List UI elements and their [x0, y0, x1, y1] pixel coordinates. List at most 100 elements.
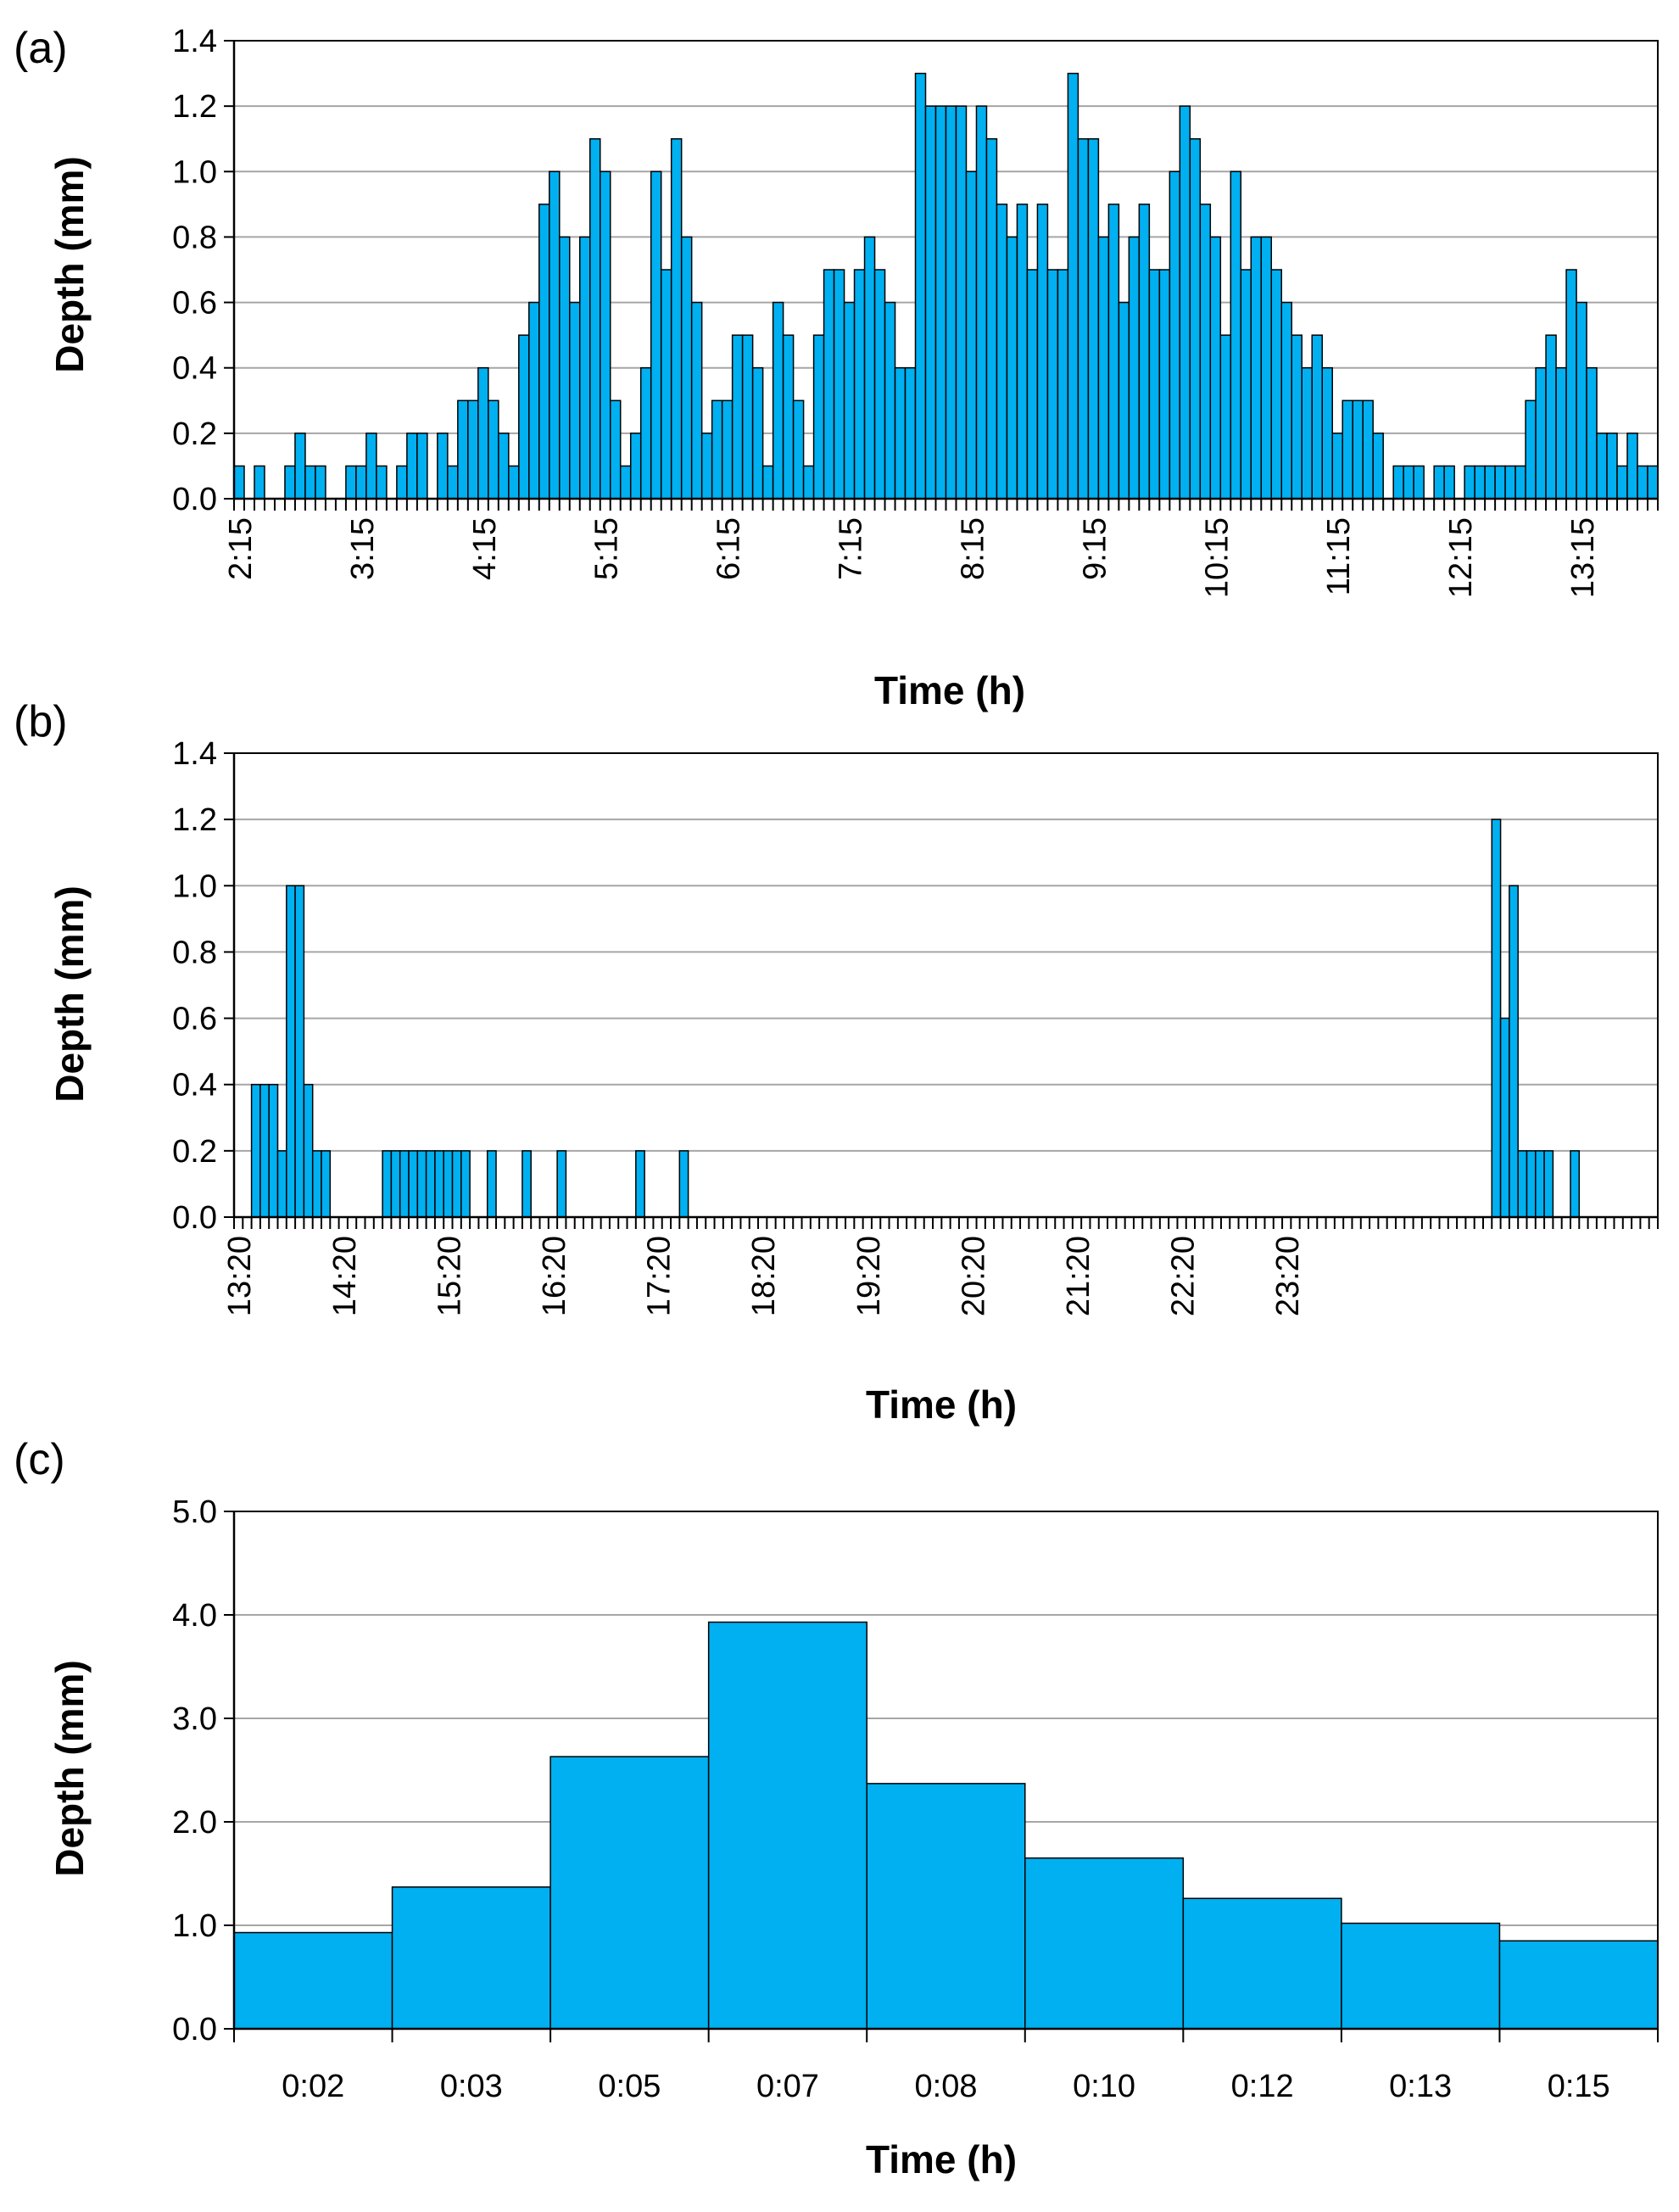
- bar-b-145: [1499, 1017, 1510, 1218]
- y-tick-label-c-4: 4.0: [172, 1598, 217, 1634]
- y-tick-label-c-3: 3.0: [172, 1701, 217, 1737]
- bar-a-69: [934, 105, 947, 500]
- bar-b-149: [1535, 1150, 1545, 1218]
- bar-a-22: [457, 399, 469, 500]
- bar-a-138: [1637, 465, 1648, 500]
- bar-a-63: [873, 269, 886, 500]
- bar-a-16: [396, 465, 408, 500]
- bar-b-144: [1491, 818, 1502, 1218]
- bar-a-84: [1087, 137, 1100, 500]
- bar-a-135: [1606, 433, 1618, 500]
- x-tick-label-a-8: 10:15: [1199, 517, 1235, 598]
- bar-a-129: [1545, 334, 1557, 500]
- bar-a-123: [1484, 465, 1496, 500]
- x-tick-label-b-4: 17:20: [642, 1236, 678, 1316]
- y-tick-label-b-4: 0.8: [172, 935, 217, 970]
- bar-a-55: [792, 399, 805, 500]
- bar-a-14: [376, 465, 388, 500]
- panel-c: (c) 0.0 1.0 2.0 3.0 4.0 5.0 0:02 0:03 0:05 0:07 0…: [14, 1435, 1659, 2181]
- x-tick-label-b-0: 13:20: [222, 1236, 258, 1316]
- bar-a-119: [1443, 465, 1455, 500]
- bar-a-44: [680, 236, 693, 500]
- bar-a-34: [579, 236, 591, 500]
- bar-b-37: [556, 1150, 567, 1218]
- panel-a-label: (a): [14, 24, 68, 73]
- x-tick-label-b-2: 15:20: [432, 1236, 467, 1316]
- y-tick-label-a-4: 0.8: [172, 220, 217, 255]
- x-tick-label-a-10: 12:15: [1443, 517, 1479, 598]
- bar-a-116: [1413, 465, 1425, 500]
- bar-a-115: [1403, 465, 1414, 500]
- bar-c-6: [1182, 1897, 1342, 2030]
- bar-b-25: [451, 1150, 462, 1218]
- bar-a-83: [1077, 137, 1090, 500]
- bar-a-112: [1372, 433, 1384, 500]
- panel-b-y-axis-title: Depth (mm): [47, 885, 92, 1103]
- x-tick-label-c-1: 0:03: [440, 2069, 503, 2104]
- bar-b-21: [416, 1150, 427, 1218]
- x-tick-label-c-6: 0:12: [1231, 2069, 1294, 2104]
- y-tick-label-b-5: 1.0: [172, 869, 217, 904]
- panel-a-x-axis-title: Time (h): [874, 668, 1025, 712]
- bar-c-5: [1024, 1857, 1185, 2030]
- y-tick-label-c-2: 2.0: [172, 1805, 217, 1841]
- bar-b-10: [321, 1150, 332, 1218]
- y-tick-label-b-1: 0.2: [172, 1134, 217, 1170]
- bar-a-95: [1199, 204, 1212, 500]
- panel-a: (a) 0.0 0.2 0.4 0.6 0.8 1.0 1.2 1.4 2:15 3:15 4:1…: [14, 24, 1659, 712]
- x-tick-label-a-4: 6:15: [711, 517, 747, 580]
- y-tick-label-a-0: 0.0: [172, 482, 217, 517]
- bar-a-61: [853, 269, 866, 500]
- bar-a-106: [1311, 334, 1323, 500]
- bar-a-78: [1026, 269, 1039, 500]
- bar-a-49: [731, 334, 744, 500]
- x-tick-label-a-5: 7:15: [834, 517, 869, 580]
- bar-a-40: [639, 366, 652, 500]
- bar-a-39: [629, 433, 642, 500]
- y-tick-label-a-5: 1.0: [172, 154, 217, 190]
- bar-a-59: [833, 269, 845, 500]
- bar-a-111: [1362, 399, 1374, 500]
- bar-a-96: [1209, 236, 1222, 500]
- bar-b-46: [635, 1150, 645, 1218]
- x-tick-label-b-7: 20:20: [956, 1236, 991, 1316]
- bar-a-65: [894, 366, 906, 500]
- bar-a-13: [365, 433, 377, 500]
- bar-b-24: [443, 1150, 454, 1218]
- y-tick-label-a-1: 0.2: [172, 416, 217, 452]
- bar-a-99: [1240, 269, 1252, 500]
- bar-a-68: [924, 105, 937, 500]
- x-tick-label-c-5: 0:10: [1073, 2069, 1135, 2104]
- bar-a-134: [1596, 433, 1608, 500]
- bar-a-77: [1016, 204, 1029, 500]
- bar-a-128: [1535, 366, 1547, 500]
- bar-b-18: [390, 1150, 401, 1218]
- bar-b-5: [276, 1150, 287, 1218]
- bar-b-3: [259, 1083, 270, 1218]
- bar-a-74: [985, 137, 998, 500]
- bar-a-52: [761, 465, 774, 500]
- bar-a-104: [1291, 334, 1303, 500]
- x-tick-label-b-10: 23:20: [1270, 1236, 1306, 1316]
- bar-a-108: [1331, 433, 1343, 500]
- bar-a-88: [1128, 236, 1141, 500]
- bar-a-127: [1525, 399, 1537, 500]
- x-tick-label-c-7: 0:13: [1389, 2069, 1452, 2104]
- bar-a-43: [670, 137, 683, 500]
- bar-a-90: [1148, 269, 1161, 500]
- bar-a-60: [843, 301, 856, 500]
- x-tick-label-c-0: 0:02: [282, 2069, 344, 2104]
- bar-a-67: [914, 72, 927, 500]
- bar-a-12: [355, 465, 367, 500]
- bar-a-64: [884, 301, 896, 500]
- bar-b-20: [408, 1150, 419, 1218]
- x-tick-label-a-1: 3:15: [345, 517, 381, 580]
- bar-a-97: [1219, 334, 1232, 500]
- panel-c-y-axis-title: Depth (mm): [47, 1660, 92, 1877]
- bar-a-92: [1169, 170, 1181, 500]
- bar-a-87: [1118, 301, 1130, 500]
- bar-b-2: [250, 1083, 261, 1218]
- bar-a-89: [1138, 204, 1151, 500]
- bar-a-66: [904, 366, 917, 500]
- bar-a-107: [1321, 366, 1333, 500]
